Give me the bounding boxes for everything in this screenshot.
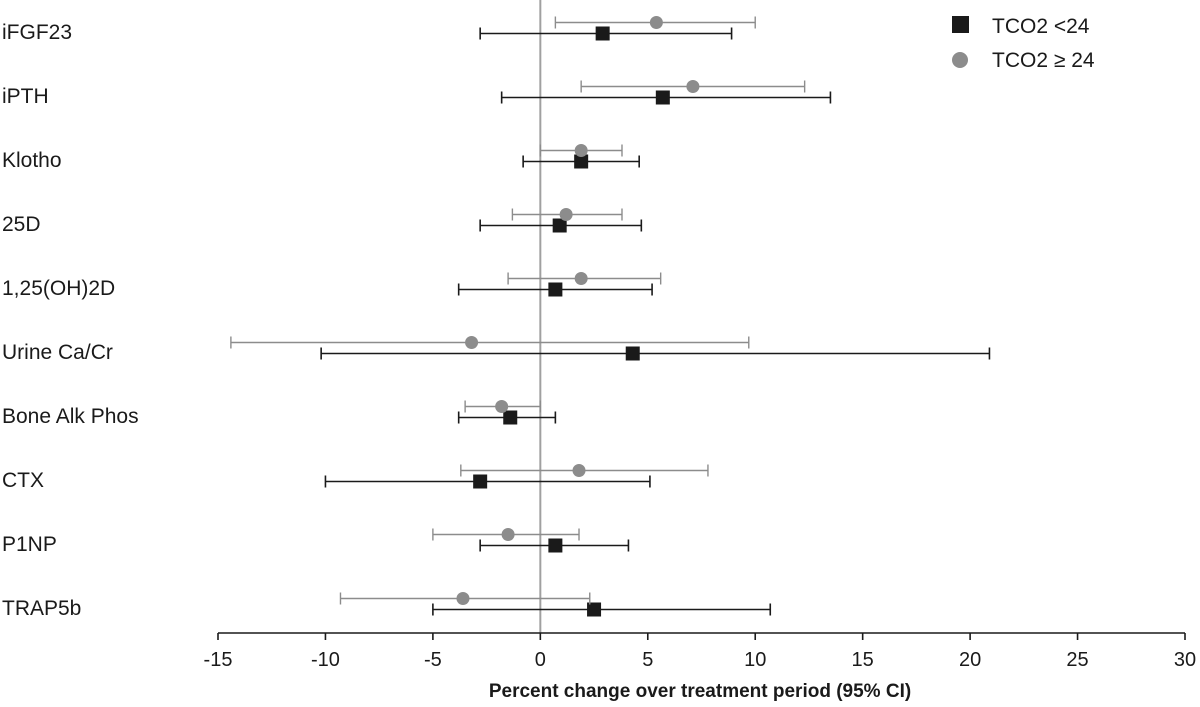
ci-bar-tco2-lt-24 (479, 26, 733, 41)
point-estimate-circle (495, 400, 509, 413)
x-tick-label: 30 (1174, 649, 1196, 671)
ci-bar-tco2-lt-24 (479, 538, 630, 553)
ci-bar-tco2-lt-24 (457, 410, 557, 425)
x-tick-label: 10 (744, 649, 766, 671)
legend-label-tco2-ge-24: TCO2 ≥ 24 (992, 49, 1095, 72)
ci-bar-tco2-ge-24 (554, 16, 756, 29)
ci-bar-tco2-lt-24 (432, 602, 772, 617)
point-estimate-square (552, 218, 567, 233)
point-estimate-circle (574, 144, 588, 157)
point-estimate-square (473, 474, 488, 489)
point-estimate-square (503, 410, 518, 425)
ci-bar-tco2-lt-24 (324, 474, 651, 489)
x-tick-label: -15 (204, 649, 233, 671)
point-estimate-circle (686, 80, 700, 93)
ci-bar-tco2-lt-24 (320, 346, 991, 361)
x-tick-label: 0 (535, 649, 546, 671)
point-estimate-square (655, 90, 670, 105)
ci-bar-tco2-lt-24 (479, 218, 643, 233)
category-label: P1NP (2, 533, 57, 556)
x-tick-label: 20 (959, 649, 981, 671)
ci-bar-tco2-ge-24 (580, 80, 806, 93)
x-tick-label: 25 (1066, 649, 1088, 671)
ci-bar-tco2-ge-24 (511, 208, 623, 221)
category-label: 1,25(OH)2D (2, 277, 115, 300)
point-estimate-square (548, 538, 563, 553)
point-estimate-circle (465, 336, 479, 349)
category-label: iPTH (2, 85, 49, 108)
x-tick-label: -5 (424, 649, 442, 671)
category-label: Urine Ca/Cr (2, 341, 113, 364)
x-tick-label: 5 (642, 649, 653, 671)
x-axis-title: Percent change over treatment period (95… (489, 681, 911, 702)
point-estimate-square (548, 282, 563, 297)
ci-bar-tco2-ge-24 (230, 336, 750, 349)
point-estimate-circle (649, 16, 663, 29)
ci-bar-tco2-lt-24 (522, 154, 640, 169)
point-estimate-circle (456, 592, 470, 605)
ci-bar-tco2-ge-24 (507, 272, 662, 285)
category-label: CTX (2, 469, 44, 492)
point-estimate-square (625, 346, 640, 361)
legend: TCO2 <24 TCO2 ≥ 24 (952, 15, 1095, 72)
point-estimate-square (574, 154, 589, 169)
ci-bar-tco2-lt-24 (457, 282, 653, 297)
category-label: Bone Alk Phos (2, 405, 139, 428)
legend-circle-marker (952, 52, 968, 68)
x-tick-label: 15 (852, 649, 874, 671)
legend-label-tco2-lt-24: TCO2 <24 (992, 15, 1090, 38)
point-estimate-square (587, 602, 602, 617)
legend-square-marker (952, 16, 969, 33)
ci-bar-tco2-ge-24 (432, 528, 580, 541)
category-label: 25D (2, 213, 41, 236)
x-tick-label: -10 (311, 649, 340, 671)
point-estimate-circle (559, 208, 573, 221)
ci-bar-tco2-ge-24 (539, 144, 623, 157)
ci-bar-tco2-ge-24 (460, 464, 709, 477)
ci-bar-tco2-ge-24 (339, 592, 591, 605)
point-estimate-circle (572, 464, 586, 477)
ci-bar-tco2-lt-24 (500, 90, 832, 105)
point-estimate-circle (501, 528, 515, 541)
category-label: TRAP5b (2, 597, 81, 620)
category-label: iFGF23 (2, 21, 72, 44)
point-estimate-circle (574, 272, 588, 285)
point-estimate-square (595, 26, 610, 41)
ci-bar-tco2-ge-24 (464, 400, 542, 413)
category-label: Klotho (2, 149, 62, 172)
